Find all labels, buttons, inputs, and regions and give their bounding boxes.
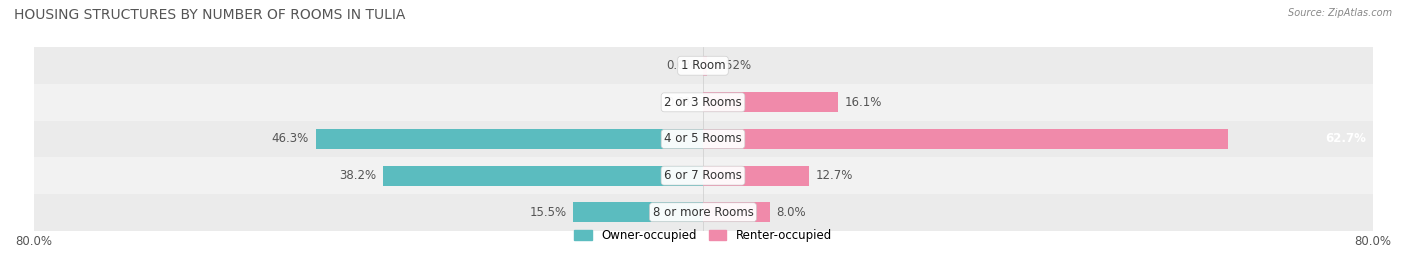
Bar bbox=[703, 129, 1227, 149]
Text: 6 or 7 Rooms: 6 or 7 Rooms bbox=[664, 169, 742, 182]
Text: 0.52%: 0.52% bbox=[714, 59, 751, 72]
Bar bbox=[574, 202, 703, 222]
Text: 2 or 3 Rooms: 2 or 3 Rooms bbox=[664, 96, 742, 109]
Text: 8 or more Rooms: 8 or more Rooms bbox=[652, 206, 754, 219]
Text: 8.0%: 8.0% bbox=[776, 206, 806, 219]
Bar bbox=[34, 84, 1372, 121]
Bar bbox=[384, 166, 703, 186]
Text: 0.0%: 0.0% bbox=[666, 96, 696, 109]
Bar bbox=[703, 92, 838, 112]
Text: HOUSING STRUCTURES BY NUMBER OF ROOMS IN TULIA: HOUSING STRUCTURES BY NUMBER OF ROOMS IN… bbox=[14, 8, 405, 22]
Text: Source: ZipAtlas.com: Source: ZipAtlas.com bbox=[1288, 8, 1392, 18]
Bar bbox=[315, 129, 703, 149]
Bar bbox=[34, 194, 1372, 231]
Text: 12.7%: 12.7% bbox=[815, 169, 853, 182]
Text: 1 Room: 1 Room bbox=[681, 59, 725, 72]
Bar bbox=[34, 157, 1372, 194]
Bar bbox=[703, 202, 770, 222]
Text: 38.2%: 38.2% bbox=[339, 169, 377, 182]
Text: 4 or 5 Rooms: 4 or 5 Rooms bbox=[664, 133, 742, 146]
Text: 46.3%: 46.3% bbox=[271, 133, 309, 146]
Bar bbox=[34, 121, 1372, 157]
Bar bbox=[34, 48, 1372, 84]
Text: 0.0%: 0.0% bbox=[666, 59, 696, 72]
Bar bbox=[703, 166, 810, 186]
Text: 16.1%: 16.1% bbox=[845, 96, 882, 109]
Text: 62.7%: 62.7% bbox=[1324, 133, 1365, 146]
Bar bbox=[703, 56, 707, 76]
Legend: Owner-occupied, Renter-occupied: Owner-occupied, Renter-occupied bbox=[569, 224, 837, 247]
Text: 15.5%: 15.5% bbox=[530, 206, 567, 219]
